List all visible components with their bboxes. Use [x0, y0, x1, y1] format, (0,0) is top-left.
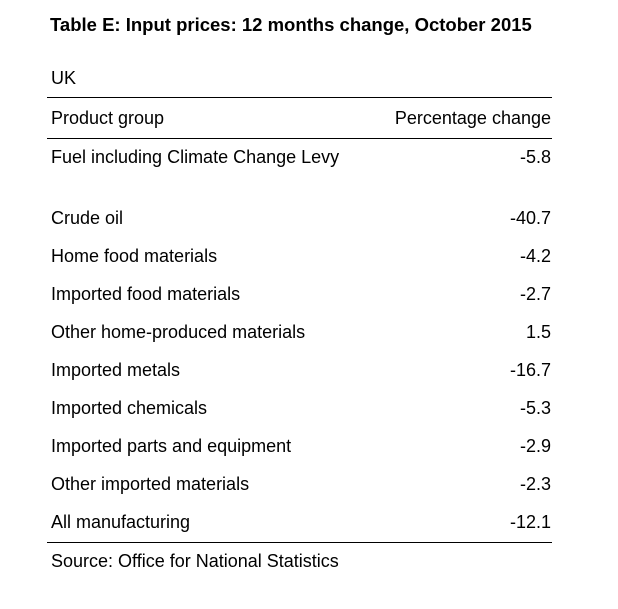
header-rule — [47, 138, 552, 139]
product-group-cell: Imported metals — [51, 360, 181, 380]
percentage-change-cell: -12.1 — [509, 512, 551, 532]
product-group-cell: Imported chemicals — [51, 398, 208, 418]
product-group-cell: Other home-produced materials — [51, 322, 306, 342]
percentage-change-cell: -5.8 — [519, 147, 551, 167]
product-group-cell: Imported food materials — [51, 284, 241, 304]
percentage-change-cell: -2.9 — [519, 436, 551, 456]
column-header-product-group: Product group — [51, 108, 165, 128]
percentage-change-cell: -5.3 — [519, 398, 551, 418]
product-group-cell: Fuel including Climate Change Levy — [51, 147, 340, 167]
percentage-change-cell: -40.7 — [509, 208, 551, 228]
percentage-change-cell: -2.3 — [519, 474, 551, 494]
region-label: UK — [51, 68, 77, 88]
bottom-rule — [47, 542, 552, 543]
product-group-cell: Imported parts and equipment — [51, 436, 292, 456]
table-title: Table E: Input prices: 12 months change,… — [50, 14, 532, 35]
product-group-cell: All manufacturing — [51, 512, 191, 532]
product-group-cell: Home food materials — [51, 246, 218, 266]
product-group-cell: Other imported materials — [51, 474, 250, 494]
product-group-cell: Crude oil — [51, 208, 124, 228]
source-note: Source: Office for National Statistics — [51, 551, 339, 571]
percentage-change-cell: 1.5 — [525, 322, 551, 342]
column-header-percentage-change: Percentage change — [394, 108, 551, 128]
percentage-change-cell: -16.7 — [509, 360, 551, 380]
top-rule — [47, 97, 552, 98]
percentage-change-cell: -2.7 — [519, 284, 551, 304]
percentage-change-cell: -4.2 — [519, 246, 551, 266]
